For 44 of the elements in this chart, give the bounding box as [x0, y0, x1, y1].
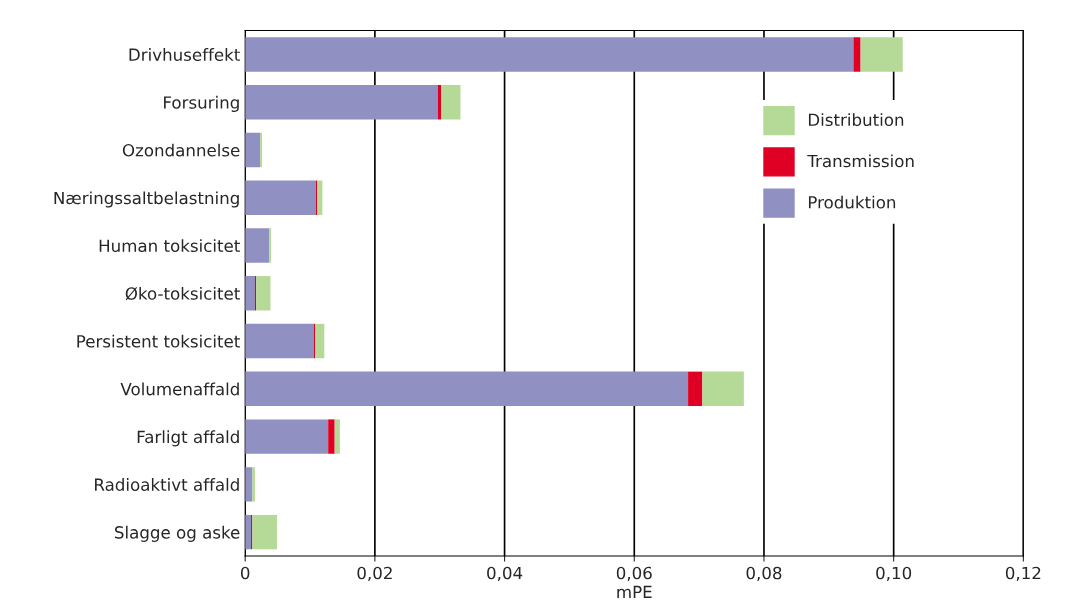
bar: [245, 37, 854, 72]
y-tick-label: Volumenaffald: [120, 382, 239, 396]
x-tick-label: 0,06: [616, 566, 652, 582]
y-tick-label: Slagge og aske: [115, 525, 240, 542]
bar: [245, 228, 270, 263]
x-tick-label: 0,02: [357, 566, 392, 582]
bar: [315, 323, 325, 359]
bar: [252, 514, 277, 550]
legend-label: Produktion: [808, 195, 896, 209]
bar: [437, 85, 442, 120]
x-tick-label: 0: [240, 566, 250, 580]
bar: [702, 371, 744, 407]
legend-label: Transmission: [807, 154, 914, 168]
bar: [853, 37, 861, 72]
bar: [256, 276, 271, 311]
bar: [328, 419, 335, 454]
bar: [441, 85, 461, 120]
bar: [245, 371, 689, 407]
bar: [252, 467, 255, 502]
y-tick-label: Næringssaltbelastning: [54, 191, 239, 208]
bar: [245, 323, 314, 359]
bar: [334, 419, 340, 454]
x-axis-title: mPE: [617, 585, 652, 598]
y-tick-label: Farligt affald: [137, 430, 239, 447]
bar: [245, 85, 438, 120]
bar: [317, 180, 323, 215]
y-tick-label: Drivhuseffekt: [129, 48, 240, 61]
bar: [860, 37, 903, 72]
y-tick-label: Human toksicitet: [99, 239, 240, 253]
bar: [245, 180, 316, 215]
bar: [245, 419, 329, 454]
x-tick-label: 0,04: [487, 566, 523, 582]
bar: [245, 132, 261, 168]
x-tick-label: 0,10: [876, 566, 912, 582]
x-tick-label: 0,08: [746, 566, 782, 582]
y-tick-label: Persistent toksicitet: [77, 334, 240, 348]
y-tick-label: Radioaktivt affald: [95, 478, 239, 491]
y-tick-label: Forsuring: [164, 95, 239, 112]
y-tick-label: Øko-toksicitet: [125, 286, 240, 301]
y-tick-label: Ozondannelse: [122, 143, 240, 157]
bar: [245, 276, 255, 311]
x-tick-label: 0,12: [1005, 566, 1041, 582]
legend-label: Distribution: [808, 113, 904, 127]
bar: [688, 371, 703, 407]
